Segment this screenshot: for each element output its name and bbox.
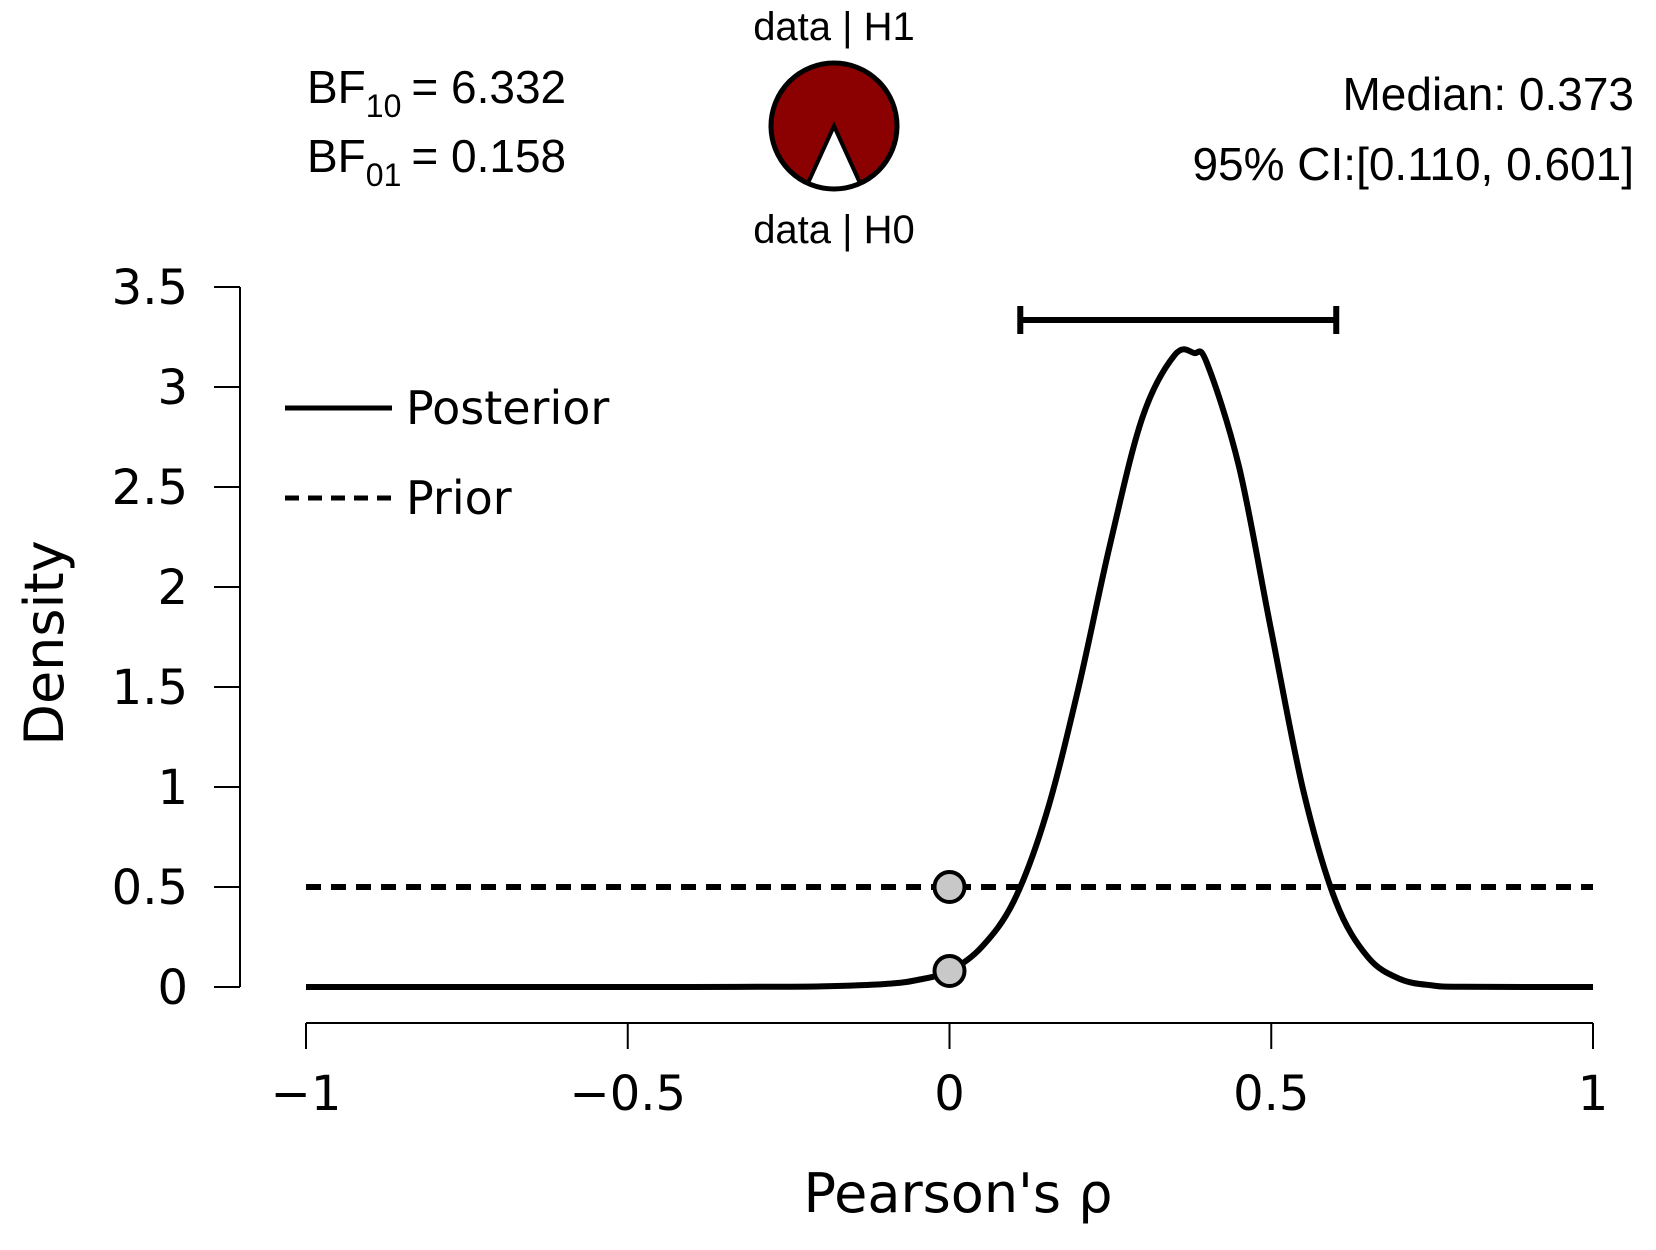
x-axis: −1 −0.5 0 0.5 1 [271,1022,1609,1122]
y-tick-label: 1 [157,760,188,816]
x-tick-label: 1 [1578,1066,1609,1122]
y-axis-label: Density [13,540,76,745]
x-tick-label: −1 [271,1066,342,1122]
wheel-outline [768,60,900,192]
credible-interval-bar [1017,306,1340,334]
bf01-value: = 0.158 [411,130,566,182]
wheel-pie [768,60,900,192]
y-tick-label: 2 [157,560,188,616]
bf01-subscript: 01 [366,157,402,193]
x-tick-label: 0.5 [1233,1066,1309,1122]
bf10-value: = 6.332 [411,61,566,113]
legend: Posterior Prior [285,381,609,525]
y-tick-label: 0 [157,960,188,1016]
density-point [932,870,967,904]
ci-text: 95% CI:[0.110, 0.601] [1192,138,1634,190]
y-tick-label: 2.5 [112,460,188,516]
series-layer [306,346,1594,991]
x-tick-label: −0.5 [569,1066,686,1122]
legend-posterior-label: Posterior [406,381,609,435]
x-tick-label: 0 [934,1066,965,1122]
y-axis: 0 0.5 1 1.5 2 2.5 3 3.5 [112,260,241,1016]
wheel-top-label: data | H1 [753,5,915,49]
wheel-bottom-label: data | H0 [753,208,915,252]
x-axis-label: Pearson's ρ [804,1162,1113,1225]
bf10-base: BF [307,61,366,113]
bf01-text: BF01 = 0.158 [307,130,566,193]
y-tick-label: 3 [157,360,188,416]
posterior-line [306,346,1594,991]
probability-wheel: data | H1 data | H0 [753,5,915,252]
bf01-base: BF [307,130,366,182]
legend-prior-label: Prior [406,471,512,525]
y-tick-label: 0.5 [112,860,188,916]
summary-block: Median: 0.373 95% CI:[0.110, 0.601] [1192,68,1634,190]
points-layer [932,870,967,988]
bf10-text: BF10 = 6.332 [307,61,566,124]
y-tick-label: 1.5 [112,660,188,716]
bf10-subscript: 10 [366,88,402,124]
density-point [932,954,967,988]
bayes-factor-block: BF10 = 6.332 BF01 = 0.158 [307,61,566,193]
y-tick-label: 3.5 [112,260,188,316]
median-text: Median: 0.373 [1342,68,1634,120]
